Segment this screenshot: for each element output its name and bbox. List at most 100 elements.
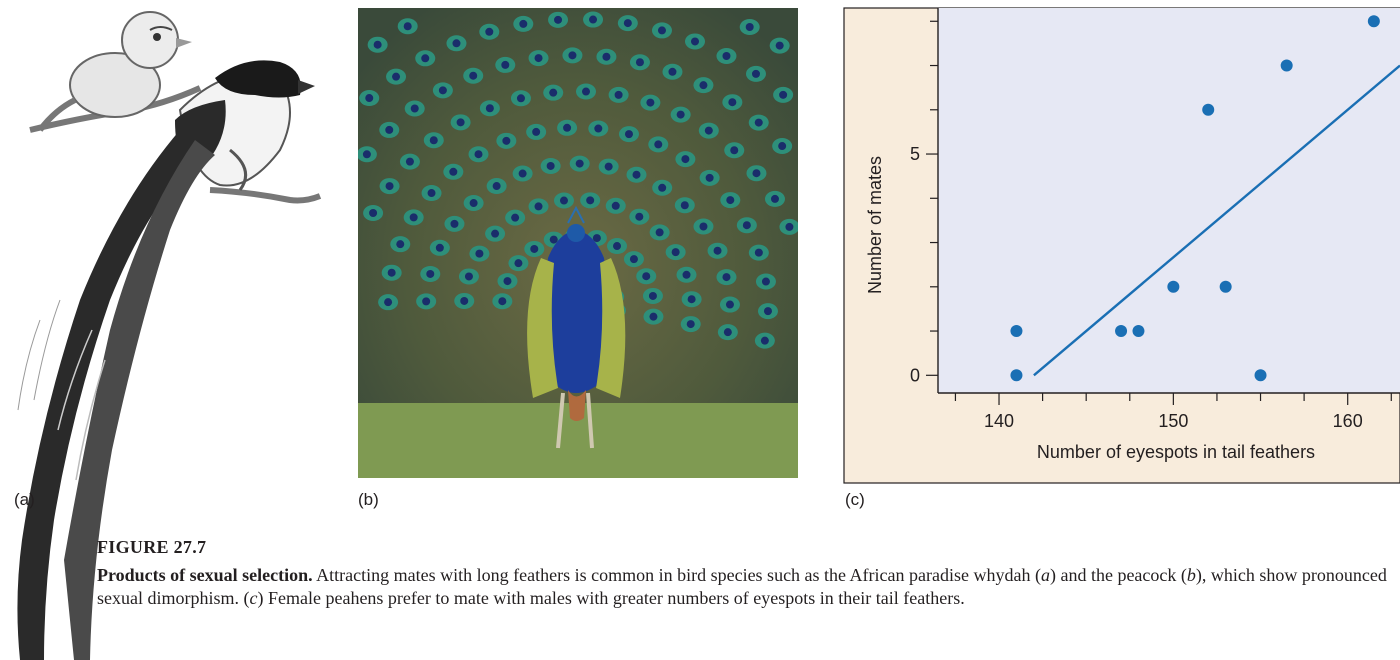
caption-ref-b: b — [1186, 565, 1196, 585]
eyespot-center — [474, 150, 483, 159]
eyespot-center — [745, 23, 754, 32]
eyespot-center — [396, 240, 405, 249]
panel-label-c: (c) — [845, 490, 865, 509]
caption-ref-a: a — [1040, 565, 1050, 585]
eyespot-center — [680, 201, 689, 210]
eyespot-center — [501, 60, 510, 69]
eyespot-center — [778, 142, 787, 151]
eyespot-center — [475, 249, 484, 258]
eyespot-center — [690, 37, 699, 46]
eyespot-center — [635, 212, 644, 221]
eyespot-center — [613, 242, 622, 251]
eyespot-center — [405, 157, 414, 166]
trend-line-group — [1033, 64, 1400, 377]
eyespot-center — [681, 155, 690, 164]
eyespot-center — [456, 118, 465, 127]
caption-text: Products of sexual selection. Attracting… — [97, 564, 1397, 610]
eyespot-center — [559, 196, 568, 205]
eyespot-center — [469, 71, 478, 80]
eyespot-center — [730, 146, 739, 155]
y-tick-label: 5 — [910, 144, 920, 164]
peacock-photo — [358, 8, 798, 478]
plot-area — [938, 8, 1400, 393]
eyespot-center — [385, 182, 394, 191]
eyespot-center — [657, 26, 666, 35]
eyespot-center — [534, 202, 543, 211]
eyespot-center — [642, 272, 651, 281]
axis-ticks — [926, 20, 1392, 405]
x-tick-label: 160 — [1333, 411, 1363, 431]
panel-label-a: (a) — [14, 490, 35, 509]
eyespot-center — [770, 194, 779, 203]
tick-labels: 140 150 160 0 5 — [910, 144, 1363, 431]
eyespots-vs-mates-chart: 140 150 160 0 5 Number of eyespots in tail f… — [843, 7, 1400, 484]
eyespot-center — [649, 312, 658, 321]
caption-part-3: ), which show pronounced sexual dimorphi… — [97, 565, 1387, 608]
eyespot-center — [450, 219, 459, 228]
eyespot-center — [530, 244, 539, 253]
eyespots — [358, 11, 798, 349]
x-tick-label: 140 — [984, 411, 1014, 431]
eyespot-center — [469, 199, 478, 208]
eyespot-center — [422, 297, 431, 306]
eyespot-center — [387, 268, 396, 277]
data-point — [1280, 59, 1293, 72]
eyespot-center — [655, 228, 664, 237]
eyespot-center — [392, 72, 401, 81]
eyespot-center — [589, 15, 598, 24]
y-tick-label: 0 — [910, 365, 920, 385]
tail-feathers — [17, 130, 215, 660]
eyespot-center — [452, 39, 461, 48]
eyespot-center — [435, 243, 444, 252]
eyespot-center — [438, 86, 447, 95]
eyespot-center — [754, 248, 763, 257]
eyespot-center — [534, 54, 543, 63]
eyespot-center — [775, 41, 784, 50]
eyespot-center — [464, 272, 473, 281]
caption-ref-c: c — [249, 588, 258, 608]
lower-branch — [209, 187, 322, 204]
data-point — [1010, 325, 1023, 338]
eyespot-center — [726, 196, 735, 205]
eyespot-center — [518, 169, 527, 178]
eyespot-center — [704, 126, 713, 135]
eyespot-center — [502, 136, 511, 145]
y-axis-label: Number of mates — [865, 156, 885, 294]
eyespot-center — [699, 222, 708, 231]
eyespot-center — [668, 67, 677, 76]
caption-lead: Products of sexual selection. — [97, 565, 313, 585]
figure-caption: FIGURE 27.7 Products of sexual selection… — [97, 537, 1397, 610]
eyespot-center — [725, 300, 734, 309]
data-point — [1132, 325, 1145, 338]
eyespot-center — [751, 69, 760, 78]
eyespot-center — [687, 295, 696, 304]
eyespot-center — [624, 130, 633, 139]
eyespot-center — [460, 296, 469, 305]
eyespot-center — [503, 277, 512, 286]
eyespot-center — [362, 150, 371, 159]
eyespot-center — [546, 161, 555, 170]
eyespot-center — [485, 27, 494, 36]
eyespot-center — [373, 40, 382, 49]
data-point — [1219, 280, 1232, 293]
eyespot-center — [722, 51, 731, 60]
eyespot-center — [763, 307, 772, 316]
eyespot-center — [614, 90, 623, 99]
eyespot-center — [611, 201, 620, 210]
eyespot-center — [369, 209, 378, 218]
eyespot-center — [519, 19, 528, 28]
eyespot-center — [568, 51, 577, 60]
eyespot-center — [705, 173, 714, 182]
eyespot-center — [723, 328, 732, 337]
x-tick-label: 150 — [1158, 411, 1188, 431]
eyespot-center — [682, 270, 691, 279]
eyespot-center — [498, 297, 507, 306]
eyespot-center — [779, 90, 788, 99]
eyespot-center — [754, 118, 763, 127]
eyespot-center — [604, 162, 613, 171]
eyespot-center — [516, 94, 525, 103]
eyespot-center — [722, 273, 731, 282]
eyespot-center — [492, 182, 501, 191]
data-point — [1254, 369, 1267, 382]
eyespot-center — [594, 124, 603, 133]
